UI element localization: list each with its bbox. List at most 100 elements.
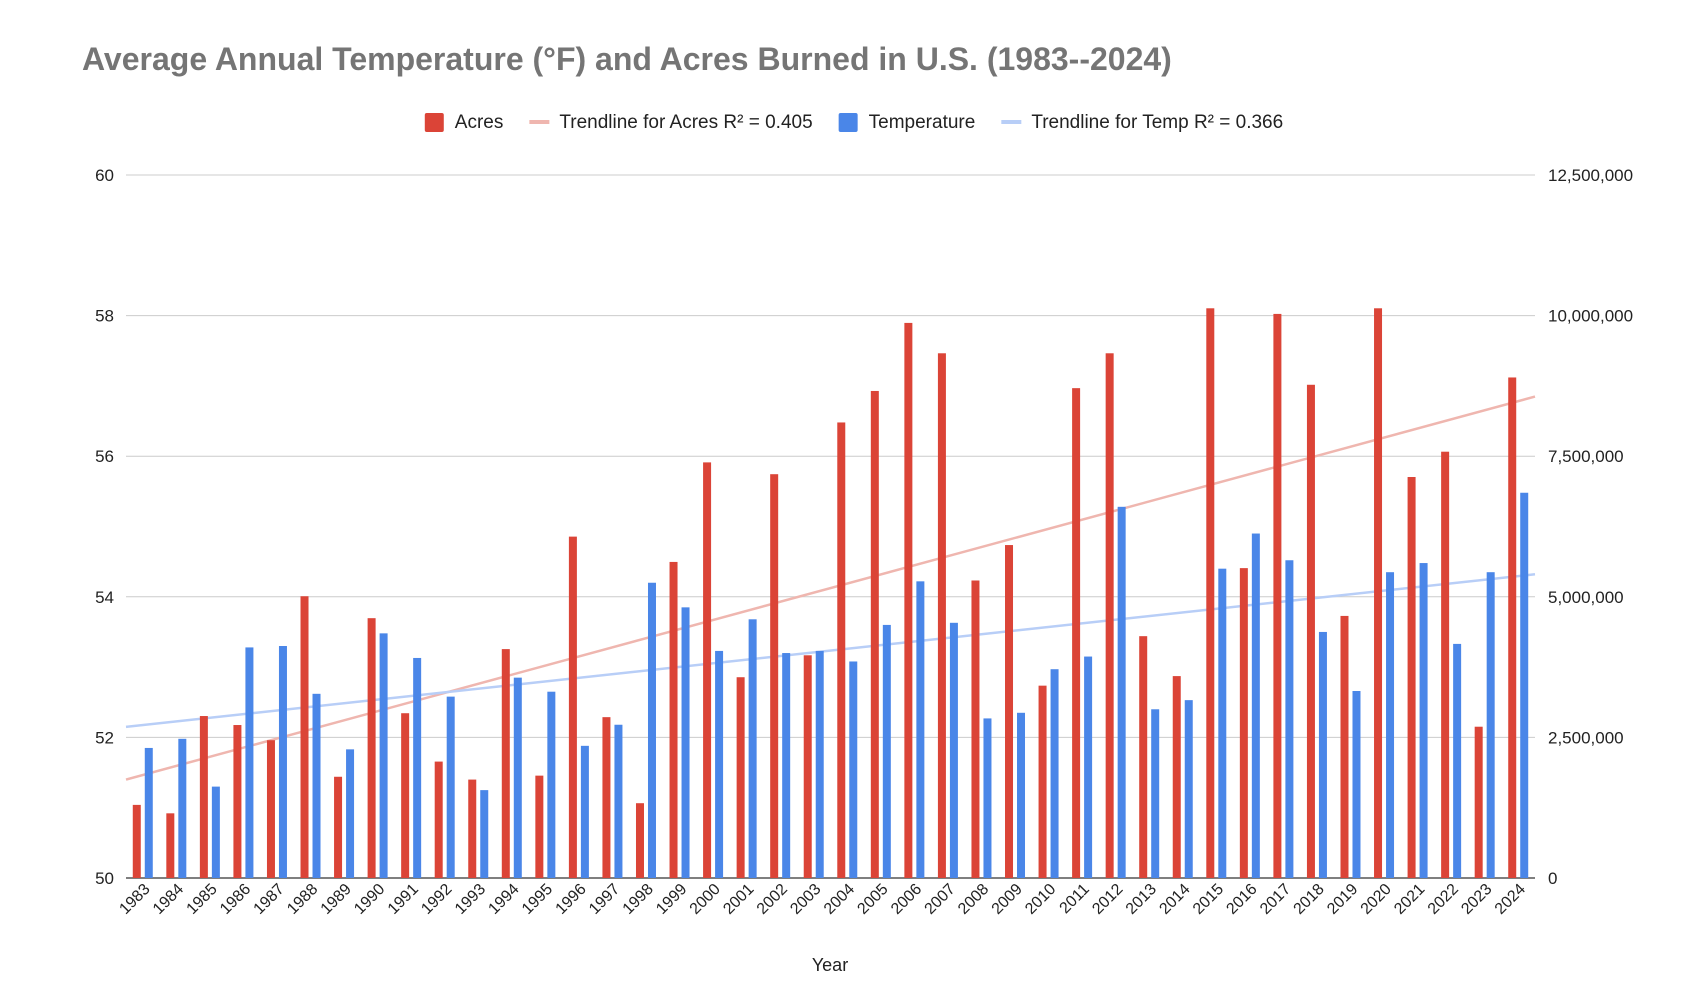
bar-acres bbox=[535, 775, 544, 878]
x-tick-label: 2007 bbox=[922, 881, 959, 918]
y-left-tick-label: 56 bbox=[95, 447, 114, 466]
bar-acres bbox=[971, 580, 980, 878]
bars bbox=[132, 308, 1529, 879]
legend-item: Temperature bbox=[838, 112, 975, 133]
legend-item: Trendline for Acres R² = 0.405 bbox=[529, 112, 813, 133]
bar-temperature bbox=[278, 646, 287, 878]
bar-temperature bbox=[882, 624, 891, 878]
x-tick-label: 2020 bbox=[1358, 881, 1395, 918]
bar-acres bbox=[1273, 313, 1282, 878]
bar-temperature bbox=[1218, 568, 1227, 878]
x-tick-label: 2022 bbox=[1425, 881, 1462, 918]
bar-temperature bbox=[413, 657, 422, 878]
bar-temperature bbox=[1084, 656, 1093, 878]
x-tick-label: 2010 bbox=[1022, 881, 1059, 918]
x-tick-label: 2012 bbox=[1089, 881, 1126, 918]
y-right-tick-label: 5,000,000 bbox=[1548, 588, 1624, 607]
x-tick-label: 1999 bbox=[653, 881, 690, 918]
x-tick-label: 1994 bbox=[485, 881, 522, 918]
bar-acres bbox=[199, 716, 208, 878]
x-tick-label: 2016 bbox=[1223, 881, 1260, 918]
bar-temperature bbox=[1453, 643, 1462, 878]
legend-swatch-box bbox=[424, 113, 444, 132]
bar-temperature bbox=[312, 693, 321, 878]
x-tick-label: 2014 bbox=[1156, 881, 1193, 918]
bar-temperature bbox=[983, 718, 992, 878]
bar-acres bbox=[434, 761, 443, 878]
x-tick-label: 2018 bbox=[1291, 881, 1328, 918]
bar-acres bbox=[132, 804, 141, 878]
x-tick-label: 1997 bbox=[586, 881, 623, 918]
bar-acres bbox=[736, 677, 745, 878]
bar-acres bbox=[300, 596, 309, 878]
bar-acres bbox=[1072, 388, 1081, 878]
bar-acres bbox=[770, 474, 779, 878]
legend-item: Acres bbox=[424, 112, 504, 133]
bar-temperature bbox=[379, 633, 388, 878]
bar-temperature bbox=[1285, 560, 1294, 878]
bar-acres bbox=[1306, 384, 1315, 878]
bar-acres bbox=[166, 813, 175, 878]
bar-acres bbox=[1005, 545, 1014, 878]
x-tick-label: 1985 bbox=[184, 881, 221, 918]
legend-label: Trendline for Temp R² = 0.366 bbox=[1031, 112, 1283, 133]
bar-temperature bbox=[1486, 572, 1495, 878]
bar-temperature bbox=[446, 696, 455, 878]
bar-acres bbox=[602, 717, 611, 878]
bar-acres bbox=[1474, 726, 1483, 878]
bar-temperature bbox=[782, 653, 791, 878]
bar-acres bbox=[1407, 477, 1416, 878]
bar-acres bbox=[837, 422, 846, 878]
bar-acres bbox=[401, 713, 410, 878]
x-tick-label: 2017 bbox=[1257, 881, 1294, 918]
y-right-tick-label: 12,500,000 bbox=[1548, 166, 1633, 185]
x-tick-label: 2015 bbox=[1190, 881, 1227, 918]
x-tick-label: 1991 bbox=[385, 881, 422, 918]
bar-temperature bbox=[1386, 572, 1395, 878]
x-tick-label: 2013 bbox=[1123, 881, 1160, 918]
bar-acres bbox=[501, 649, 510, 878]
bar-temperature bbox=[178, 738, 187, 878]
bar-acres bbox=[635, 803, 644, 878]
bar-acres bbox=[1239, 568, 1248, 878]
x-tick-label: 2024 bbox=[1492, 881, 1529, 918]
bar-temperature bbox=[245, 647, 254, 878]
trendline-temperature bbox=[125, 573, 1536, 729]
y-right-tick-label: 2,500,000 bbox=[1548, 728, 1624, 747]
y-left-tick-label: 54 bbox=[95, 588, 114, 607]
y-right-tick-label: 10,000,000 bbox=[1548, 307, 1633, 326]
bar-temperature bbox=[547, 691, 556, 878]
bar-temperature bbox=[1352, 691, 1361, 878]
x-tick-label: 2023 bbox=[1458, 881, 1495, 918]
bar-acres bbox=[703, 462, 712, 878]
bar-acres bbox=[334, 776, 343, 878]
bar-acres bbox=[233, 725, 242, 878]
x-tick-label: 2000 bbox=[687, 881, 724, 918]
bar-acres bbox=[1508, 377, 1517, 878]
x-tick-label: 1995 bbox=[519, 881, 556, 918]
x-tick-label: 1990 bbox=[351, 881, 388, 918]
bar-temperature bbox=[144, 747, 153, 878]
legend-swatch-box bbox=[838, 113, 858, 132]
x-tick-label: 2005 bbox=[854, 881, 891, 918]
bar-acres bbox=[870, 390, 879, 878]
bar-temperature bbox=[949, 622, 958, 878]
bar-acres bbox=[266, 740, 275, 878]
bar-temperature bbox=[346, 749, 355, 878]
x-axis-title: Year bbox=[812, 955, 848, 975]
bar-temperature bbox=[715, 650, 724, 878]
bar-temperature bbox=[1050, 669, 1059, 878]
bar-acres bbox=[1172, 676, 1181, 878]
legend-label: Trendline for Acres R² = 0.405 bbox=[559, 112, 812, 133]
y-left-tick-label: 58 bbox=[95, 307, 114, 326]
bar-temperature bbox=[1151, 709, 1160, 878]
legend-label: Acres bbox=[455, 112, 504, 133]
x-tick-label: 1996 bbox=[553, 881, 590, 918]
x-tick-label: 1998 bbox=[620, 881, 657, 918]
bar-acres bbox=[1340, 615, 1349, 878]
bar-acres bbox=[803, 655, 812, 878]
y-left-tick-label: 60 bbox=[95, 166, 114, 185]
bar-acres bbox=[1206, 308, 1215, 878]
